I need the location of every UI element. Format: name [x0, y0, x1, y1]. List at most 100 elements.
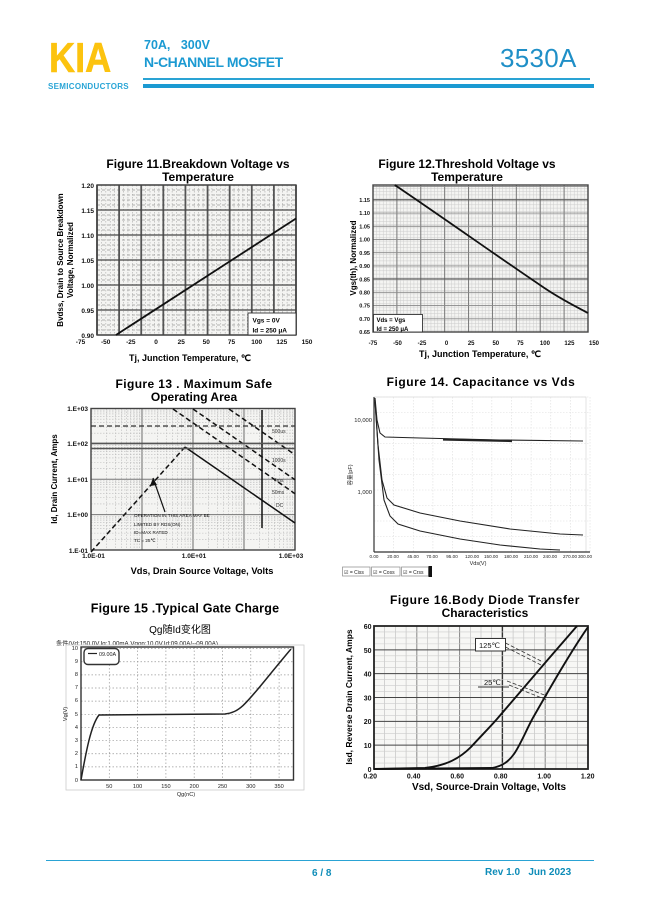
- svg-text:Vgs(th), Normalized: Vgs(th), Normalized: [349, 220, 358, 295]
- svg-text:25: 25: [178, 339, 186, 346]
- svg-text:1.0E-01: 1.0E-01: [82, 553, 105, 560]
- svg-text:0.40: 0.40: [407, 774, 421, 781]
- svg-text:Qg(nC): Qg(nC): [177, 792, 195, 798]
- svg-text:1000s: 1000s: [272, 458, 286, 464]
- svg-text:条件(Vd:150.0V,Ig:1.00mA,Vgon:10: 条件(Vd:150.0V,Ig:1.00mA,Vgon:10.0V,Id:09.…: [56, 640, 218, 648]
- svg-text:☑ = Ciss: ☑ = Ciss: [344, 570, 364, 576]
- svg-text:150: 150: [302, 339, 313, 346]
- svg-text:4ms: 4ms: [274, 478, 284, 484]
- svg-text:0: 0: [445, 341, 449, 347]
- svg-text:70.00: 70.00: [426, 554, 438, 559]
- svg-text:10: 10: [364, 743, 372, 750]
- svg-text:2: 2: [75, 751, 78, 757]
- svg-text:100: 100: [540, 341, 551, 347]
- svg-text:0.00: 0.00: [370, 554, 379, 559]
- svg-text:0.80: 0.80: [494, 774, 508, 781]
- svg-text:ID=MAX RATED: ID=MAX RATED: [134, 530, 168, 535]
- svg-text:-25: -25: [126, 339, 136, 346]
- svg-text:1.00: 1.00: [537, 774, 551, 781]
- svg-text:Figure 11.Breakdown Voltage vs: Figure 11.Breakdown Voltage vs: [106, 157, 289, 171]
- svg-text:500us: 500us: [272, 429, 286, 435]
- svg-text:OPERATION IN THIS AREA MAY BE: OPERATION IN THIS AREA MAY BE: [134, 513, 210, 518]
- svg-text:0: 0: [368, 767, 372, 774]
- svg-text:125℃: 125℃: [479, 641, 501, 650]
- svg-text:1.00: 1.00: [359, 238, 370, 244]
- svg-text:210.00: 210.00: [524, 554, 538, 559]
- svg-text:125: 125: [564, 341, 575, 347]
- svg-text:09.00A: 09.00A: [99, 652, 116, 658]
- svg-text:0.20: 0.20: [363, 774, 377, 781]
- svg-text:Figure 15 .Typical Gate Charge: Figure 15 .Typical Gate Charge: [91, 602, 279, 616]
- svg-text:1.E+01: 1.E+01: [67, 477, 88, 484]
- svg-text:20: 20: [364, 719, 372, 726]
- svg-text:Bvdss, Drain to Source Breakdo: Bvdss, Drain to Source Breakdown: [56, 193, 65, 326]
- svg-text:1.0E+01: 1.0E+01: [182, 553, 207, 560]
- svg-text:6: 6: [75, 698, 78, 704]
- svg-text:Figure 12.Threshold Voltage vs: Figure 12.Threshold Voltage vs: [378, 157, 555, 171]
- svg-text:Temperature: Temperature: [431, 170, 503, 184]
- svg-text:1.15: 1.15: [359, 198, 370, 204]
- svg-text:Vds, Drain Source Voltage, Vol: Vds, Drain Source Voltage, Volts: [131, 566, 274, 576]
- svg-text:8: 8: [75, 672, 78, 678]
- svg-text:350: 350: [274, 784, 283, 790]
- svg-text:0.75: 0.75: [359, 304, 370, 310]
- svg-text:1.20: 1.20: [581, 774, 595, 781]
- svg-text:Id = 250 μA: Id = 250 μA: [377, 327, 410, 333]
- svg-text:50: 50: [203, 339, 211, 346]
- svg-text:5: 5: [75, 712, 78, 718]
- svg-text:100: 100: [133, 784, 142, 790]
- svg-text:Vds(V): Vds(V): [470, 561, 487, 567]
- svg-text:250: 250: [218, 784, 227, 790]
- svg-text:-50: -50: [393, 341, 402, 347]
- svg-text:1.10: 1.10: [359, 211, 370, 217]
- svg-text:Temperature: Temperature: [162, 170, 234, 184]
- svg-text:Operating Area: Operating Area: [151, 390, 238, 404]
- svg-text:7: 7: [75, 685, 78, 691]
- svg-text:0.70: 0.70: [359, 317, 370, 323]
- svg-text:75: 75: [517, 341, 524, 347]
- svg-text:DC: DC: [276, 503, 284, 509]
- svg-text:0.90: 0.90: [81, 333, 94, 340]
- svg-text:0: 0: [154, 339, 158, 346]
- svg-text:125: 125: [276, 339, 287, 346]
- svg-text:1.00: 1.00: [81, 283, 94, 290]
- svg-text:Qg随Id变化图: Qg随Id变化图: [149, 623, 211, 636]
- svg-text:50: 50: [364, 648, 372, 655]
- svg-text:150.00: 150.00: [484, 554, 498, 559]
- svg-text:Figure 16.Body Diode Transfer: Figure 16.Body Diode Transfer: [390, 593, 580, 607]
- svg-text:3: 3: [75, 738, 78, 744]
- svg-text:150: 150: [161, 784, 170, 790]
- svg-text:1.0E+03: 1.0E+03: [279, 553, 304, 560]
- svg-text:☑ = Coss: ☑ = Coss: [373, 570, 395, 576]
- svg-text:0.95: 0.95: [359, 251, 370, 257]
- svg-text:50: 50: [492, 341, 499, 347]
- svg-text:Vgs = 0V: Vgs = 0V: [253, 318, 281, 325]
- svg-text:240.00: 240.00: [543, 554, 557, 559]
- svg-text:Id, Drain Current, Amps: Id, Drain Current, Amps: [50, 434, 59, 524]
- svg-text:容量(pF): 容量(pF): [346, 464, 354, 485]
- svg-text:1: 1: [75, 764, 78, 770]
- svg-text:20.00: 20.00: [387, 554, 399, 559]
- svg-text:200: 200: [190, 784, 199, 790]
- svg-text:0.80: 0.80: [359, 291, 370, 297]
- svg-text:25℃: 25℃: [484, 678, 501, 687]
- svg-text:270.00: 270.00: [563, 554, 577, 559]
- svg-text:-50: -50: [101, 339, 111, 346]
- svg-text:-25: -25: [418, 341, 427, 347]
- svg-text:TC = 25℃: TC = 25℃: [134, 538, 156, 543]
- svg-text:1.E+03: 1.E+03: [67, 406, 88, 413]
- svg-text:30: 30: [364, 695, 372, 702]
- svg-text:Isd, Reverse Drain Current, Am: Isd, Reverse Drain Current, Amps: [344, 629, 354, 765]
- svg-text:300.00: 300.00: [578, 554, 592, 559]
- svg-text:75: 75: [228, 339, 236, 346]
- svg-text:300: 300: [246, 784, 255, 790]
- svg-text:0.60: 0.60: [450, 774, 464, 781]
- svg-text:10: 10: [72, 646, 78, 652]
- svg-text:1.E-01: 1.E-01: [69, 548, 89, 555]
- svg-text:0.85: 0.85: [359, 277, 370, 283]
- svg-text:150: 150: [589, 341, 600, 347]
- svg-text:Characteristics: Characteristics: [442, 606, 529, 620]
- svg-text:50: 50: [106, 784, 112, 790]
- svg-text:Figure 14. Capacitance vs Vds: Figure 14. Capacitance vs Vds: [387, 375, 576, 389]
- svg-text:4: 4: [75, 725, 78, 731]
